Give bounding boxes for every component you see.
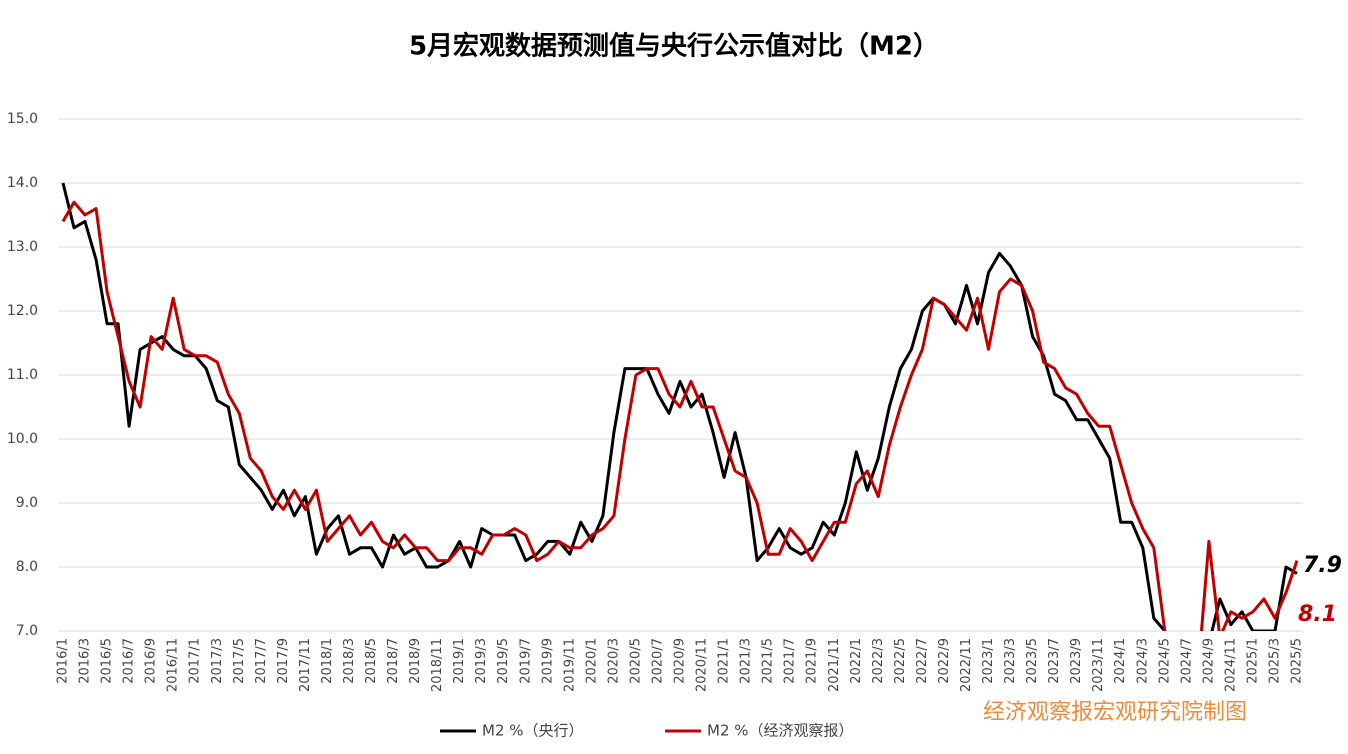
x-tick-label: 2018/3 xyxy=(342,638,357,684)
x-tick-label: 2024/7 xyxy=(1179,638,1194,684)
x-tick-label: 2016/3 xyxy=(78,638,93,684)
x-tick-label: 2018/1 xyxy=(320,638,335,684)
x-tick-label: 2020/9 xyxy=(673,638,688,684)
x-tick-label: 2019/3 xyxy=(474,638,489,684)
x-tick-label: 2025/3 xyxy=(1267,638,1282,684)
y-tick-label: 14.0 xyxy=(7,175,38,191)
x-tick-label: 2016/11 xyxy=(166,638,181,692)
x-tick-label: 2022/11 xyxy=(959,638,974,692)
x-tick-label: 2017/5 xyxy=(232,638,247,684)
x-tick-label: 2023/9 xyxy=(1069,638,1084,684)
y-tick-label: 8.0 xyxy=(16,559,38,575)
x-tick-label: 2022/5 xyxy=(893,638,908,684)
x-tick-label: 2024/1 xyxy=(1113,638,1128,684)
x-tick-label: 2024/11 xyxy=(1223,638,1238,692)
x-tick-label: 2023/7 xyxy=(1047,638,1062,684)
x-tick-label: 2020/11 xyxy=(695,638,710,692)
x-tick-label: 2024/3 xyxy=(1135,638,1150,684)
x-tick-label: 2019/7 xyxy=(518,638,533,684)
x-tick-label: 2016/7 xyxy=(122,638,137,684)
legend-label: M2 %（经济观察报） xyxy=(707,722,854,740)
x-tick-label: 2023/1 xyxy=(981,638,996,684)
x-tick-label: 2021/1 xyxy=(717,638,732,684)
x-tick-label: 2017/11 xyxy=(298,638,313,692)
x-tick-label: 2017/9 xyxy=(276,638,291,684)
x-tick-label: 2021/3 xyxy=(739,638,754,684)
x-tick-label: 2018/9 xyxy=(408,638,423,684)
y-tick-label: 10.0 xyxy=(7,431,38,447)
x-tick-label: 2020/1 xyxy=(584,638,599,684)
x-tick-label: 2020/7 xyxy=(650,638,665,684)
data-label: 8.1 xyxy=(1298,602,1337,627)
x-tick-label: 2024/9 xyxy=(1201,638,1216,684)
x-tick-label: 2017/7 xyxy=(254,638,269,684)
series-line xyxy=(61,182,1298,631)
x-tick-label: 2019/1 xyxy=(452,638,467,684)
x-tick-label: 2023/11 xyxy=(1091,638,1106,692)
y-tick-label: 15.0 xyxy=(7,111,38,127)
x-tick-label: 2021/11 xyxy=(827,638,842,692)
x-tick-label: 2019/9 xyxy=(540,638,555,684)
x-tick-label: 2022/1 xyxy=(849,638,864,684)
x-tick-label: 2022/7 xyxy=(915,638,930,684)
y-tick-label: 11.0 xyxy=(7,367,38,383)
y-tick-label: 13.0 xyxy=(7,239,38,255)
x-tick-label: 2017/1 xyxy=(188,638,203,684)
x-tick-label: 2025/5 xyxy=(1290,638,1305,684)
x-tick-label: 2020/3 xyxy=(606,638,621,684)
x-tick-label: 2017/3 xyxy=(210,638,225,684)
x-tick-label: 2018/5 xyxy=(364,638,379,684)
x-tick-label: 2020/5 xyxy=(628,638,643,684)
x-tick-label: 2016/9 xyxy=(144,638,159,684)
x-tick-label: 2023/5 xyxy=(1025,638,1040,684)
data-label: 7.9 xyxy=(1303,553,1342,578)
x-tick-label: 2016/5 xyxy=(100,638,115,684)
x-tick-label: 2016/1 xyxy=(56,638,71,684)
x-tick-label: 2019/11 xyxy=(562,638,577,692)
x-tick-label: 2024/5 xyxy=(1157,638,1172,684)
x-tick-label: 2021/5 xyxy=(761,638,776,684)
x-tick-label: 2019/5 xyxy=(496,638,511,684)
x-tick-label: 2022/9 xyxy=(937,638,952,684)
series-line xyxy=(61,200,1299,631)
legend-label: M2 %（央行） xyxy=(482,722,584,740)
x-tick-label: 2018/7 xyxy=(386,638,401,684)
y-tick-label: 7.0 xyxy=(16,623,38,639)
x-tick-label: 2021/7 xyxy=(783,638,798,684)
y-tick-label: 12.0 xyxy=(7,303,38,319)
plot-area xyxy=(61,182,1299,631)
x-tick-label: 2025/1 xyxy=(1245,638,1260,684)
source: 经济观察报宏观研究院制图 xyxy=(983,700,1247,725)
x-tick-label: 2021/9 xyxy=(805,638,820,684)
x-tick-label: 2018/11 xyxy=(430,638,445,692)
chart-title: 5月宏观数据预测值与央行公示值对比（M2） xyxy=(409,31,939,62)
y-tick-label: 9.0 xyxy=(16,495,38,511)
x-tick-label: 2023/3 xyxy=(1003,638,1018,684)
x-tick-label: 2022/3 xyxy=(871,638,886,684)
